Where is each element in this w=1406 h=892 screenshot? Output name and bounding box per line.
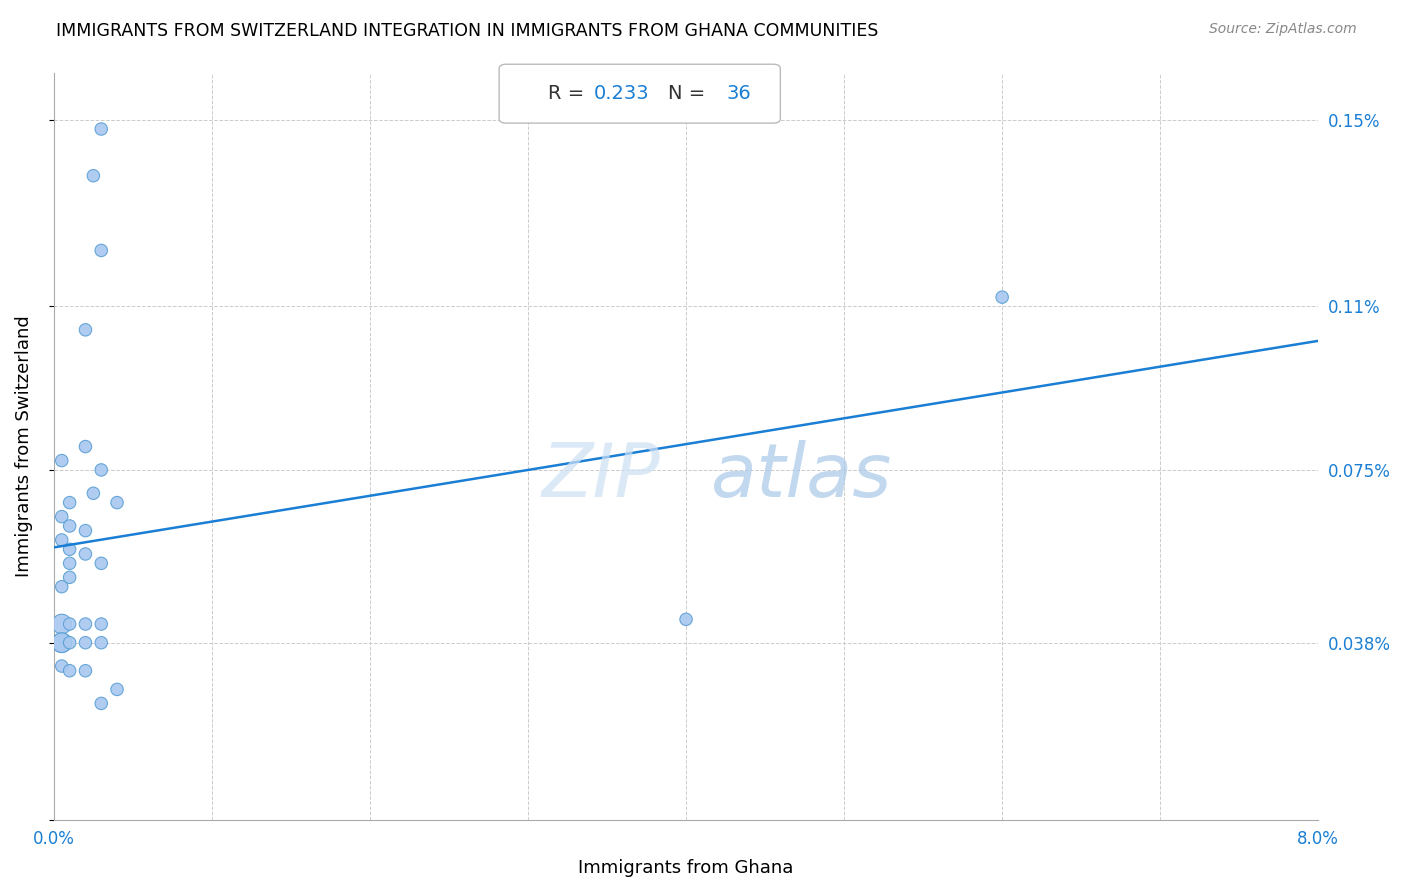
Point <box>51 659 73 673</box>
Text: 0.233: 0.233 <box>593 84 650 103</box>
Text: ZIP: ZIP <box>543 441 661 513</box>
Point <box>675 612 697 626</box>
Point <box>75 636 97 650</box>
Text: 36: 36 <box>727 84 752 103</box>
Point <box>105 682 128 697</box>
Point <box>991 290 1014 304</box>
Text: atlas: atlas <box>711 441 893 513</box>
Point <box>105 495 128 509</box>
Point <box>59 519 82 533</box>
Point <box>51 533 73 547</box>
Point <box>82 486 104 500</box>
Point <box>51 636 73 650</box>
Point <box>59 495 82 509</box>
Point <box>51 580 73 594</box>
Point <box>75 547 97 561</box>
Point <box>90 244 112 258</box>
Point <box>90 636 112 650</box>
Point <box>51 453 73 467</box>
Text: R =: R = <box>548 84 591 103</box>
Text: IMMIGRANTS FROM SWITZERLAND INTEGRATION IN IMMIGRANTS FROM GHANA COMMUNITIES: IMMIGRANTS FROM SWITZERLAND INTEGRATION … <box>56 22 879 40</box>
Point <box>90 697 112 711</box>
Point <box>59 636 82 650</box>
Point <box>51 509 73 524</box>
Point <box>59 570 82 584</box>
Point <box>90 617 112 632</box>
Point <box>75 440 97 454</box>
Point <box>59 664 82 678</box>
Point <box>75 617 97 632</box>
Text: Source: ZipAtlas.com: Source: ZipAtlas.com <box>1209 22 1357 37</box>
Text: N =: N = <box>668 84 711 103</box>
Point <box>75 323 97 337</box>
Point <box>59 557 82 571</box>
Point <box>51 617 73 632</box>
X-axis label: Immigrants from Ghana: Immigrants from Ghana <box>578 859 794 877</box>
Point <box>75 524 97 538</box>
Y-axis label: Immigrants from Switzerland: Immigrants from Switzerland <box>15 316 32 577</box>
Point <box>59 617 82 632</box>
Point <box>51 636 73 650</box>
Point <box>82 169 104 183</box>
Point <box>90 122 112 136</box>
Point <box>59 542 82 557</box>
Point <box>75 664 97 678</box>
Point <box>90 463 112 477</box>
Point <box>90 557 112 571</box>
